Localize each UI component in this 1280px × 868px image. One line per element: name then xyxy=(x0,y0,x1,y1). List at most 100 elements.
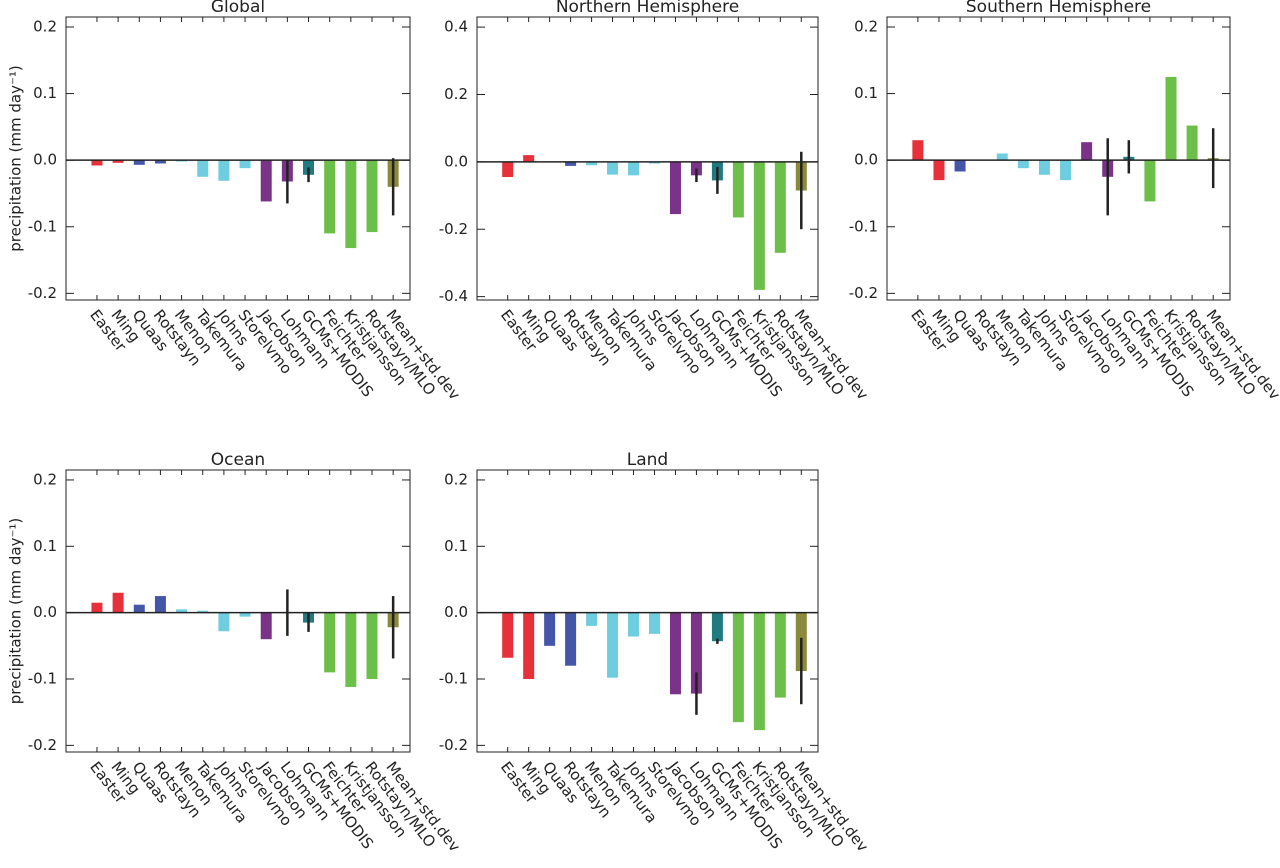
y-tick-label: 0.4 xyxy=(444,18,468,36)
bar xyxy=(218,612,230,632)
y-tick-label: 0.2 xyxy=(444,85,468,103)
y-tick-label: 0.2 xyxy=(33,470,57,488)
panel: Southern Hemisphere-0.2-0.10.00.10.2East… xyxy=(849,0,1280,403)
bar xyxy=(366,612,378,680)
bar xyxy=(260,160,272,202)
bar xyxy=(669,612,681,695)
bar xyxy=(628,612,640,637)
bar xyxy=(565,161,577,166)
bar xyxy=(112,160,124,163)
panel: Global precipitation (mm day⁻¹) -0.2 -0.1 0.… xyxy=(7,0,464,403)
bar xyxy=(690,612,702,694)
y-tick-label: 0.0 xyxy=(444,152,468,170)
bar xyxy=(324,160,336,234)
bar xyxy=(912,140,924,161)
panel: Northern Hemisphere-0.4-0.20.00.20.4East… xyxy=(439,0,872,403)
bar xyxy=(753,161,765,290)
bar xyxy=(239,160,251,169)
bar xyxy=(502,161,514,178)
y-tick-label: 0.0 xyxy=(854,151,878,169)
bar xyxy=(1060,160,1072,181)
panel: Land-0.2-0.10.00.10.2EasterMingQuaasRots… xyxy=(439,450,872,855)
bar xyxy=(628,161,640,176)
y-tick-label: 0.0 xyxy=(33,603,57,621)
plot-frame xyxy=(476,469,819,753)
bar xyxy=(753,612,765,731)
bar xyxy=(345,160,357,249)
bar xyxy=(1081,142,1093,161)
y-tick-label: 0.2 xyxy=(444,470,468,488)
bar xyxy=(933,160,945,181)
bar xyxy=(154,160,166,164)
panel-title: Northern Hemisphere xyxy=(556,0,739,17)
bar xyxy=(345,612,357,687)
panel: Ocean precipitation (mm day⁻¹) -0.2 -0.1 0.0… xyxy=(7,450,464,855)
y-axis-label: precipitation (mm day⁻¹) xyxy=(7,518,25,704)
bar xyxy=(154,596,166,613)
y-tick-label: 0.1 xyxy=(33,537,57,555)
bar xyxy=(607,161,619,175)
panel-title: Global xyxy=(211,0,265,17)
bar xyxy=(112,592,124,613)
y-tick-label: 0.2 xyxy=(854,17,878,35)
bar xyxy=(732,161,744,218)
bar xyxy=(197,610,209,613)
bar xyxy=(669,161,681,215)
bar xyxy=(1017,160,1029,169)
panel-title: Southern Hemisphere xyxy=(966,0,1151,17)
bar xyxy=(586,161,598,166)
bar xyxy=(648,612,660,634)
bar xyxy=(996,153,1008,161)
y-tick-label: 0.0 xyxy=(33,151,57,169)
panel-title: Land xyxy=(627,450,668,470)
plot-frame xyxy=(886,16,1231,301)
y-tick-label: -0.2 xyxy=(28,736,57,754)
y-tick-label: 0.1 xyxy=(444,537,468,555)
bar xyxy=(523,155,535,162)
bar xyxy=(197,160,209,177)
bar xyxy=(565,612,577,666)
plot-frame xyxy=(65,469,411,753)
y-tick-label: -0.2 xyxy=(439,736,468,754)
bar xyxy=(711,612,723,642)
y-tick-label: -0.1 xyxy=(28,217,57,235)
y-tick-label: -0.2 xyxy=(849,284,878,302)
bar xyxy=(239,612,251,617)
bar xyxy=(1144,160,1156,202)
bar xyxy=(544,612,556,646)
bar xyxy=(91,160,103,166)
bar xyxy=(732,612,744,723)
bar xyxy=(523,612,535,680)
y-axis-label: precipitation (mm day⁻¹) xyxy=(7,65,25,251)
bar xyxy=(954,160,966,172)
y-tick-label: 0.1 xyxy=(33,84,57,102)
bar xyxy=(324,612,336,673)
bar xyxy=(91,602,103,613)
bar xyxy=(774,612,786,698)
bar xyxy=(218,160,230,181)
y-tick-label: 0.2 xyxy=(33,17,57,35)
bar xyxy=(1165,76,1177,161)
y-tick-label: -0.1 xyxy=(849,217,878,235)
bar xyxy=(586,612,598,626)
y-tick-label: -0.1 xyxy=(28,670,57,688)
bar xyxy=(176,609,188,613)
plot-frame xyxy=(476,16,819,301)
y-tick-label: -0.2 xyxy=(439,220,468,238)
bar xyxy=(1038,160,1050,175)
plot-frame xyxy=(65,16,411,301)
bar xyxy=(366,160,378,233)
bar xyxy=(648,161,660,164)
bar xyxy=(260,612,272,640)
y-tick-label: 0.0 xyxy=(444,603,468,621)
y-tick-label: -0.2 xyxy=(28,284,57,302)
y-tick-label: 0.1 xyxy=(854,84,878,102)
bar xyxy=(774,161,786,253)
panel-title: Ocean xyxy=(211,450,265,470)
bar xyxy=(133,160,145,165)
bar xyxy=(1186,125,1198,161)
bar xyxy=(607,612,619,678)
bar xyxy=(133,604,145,613)
